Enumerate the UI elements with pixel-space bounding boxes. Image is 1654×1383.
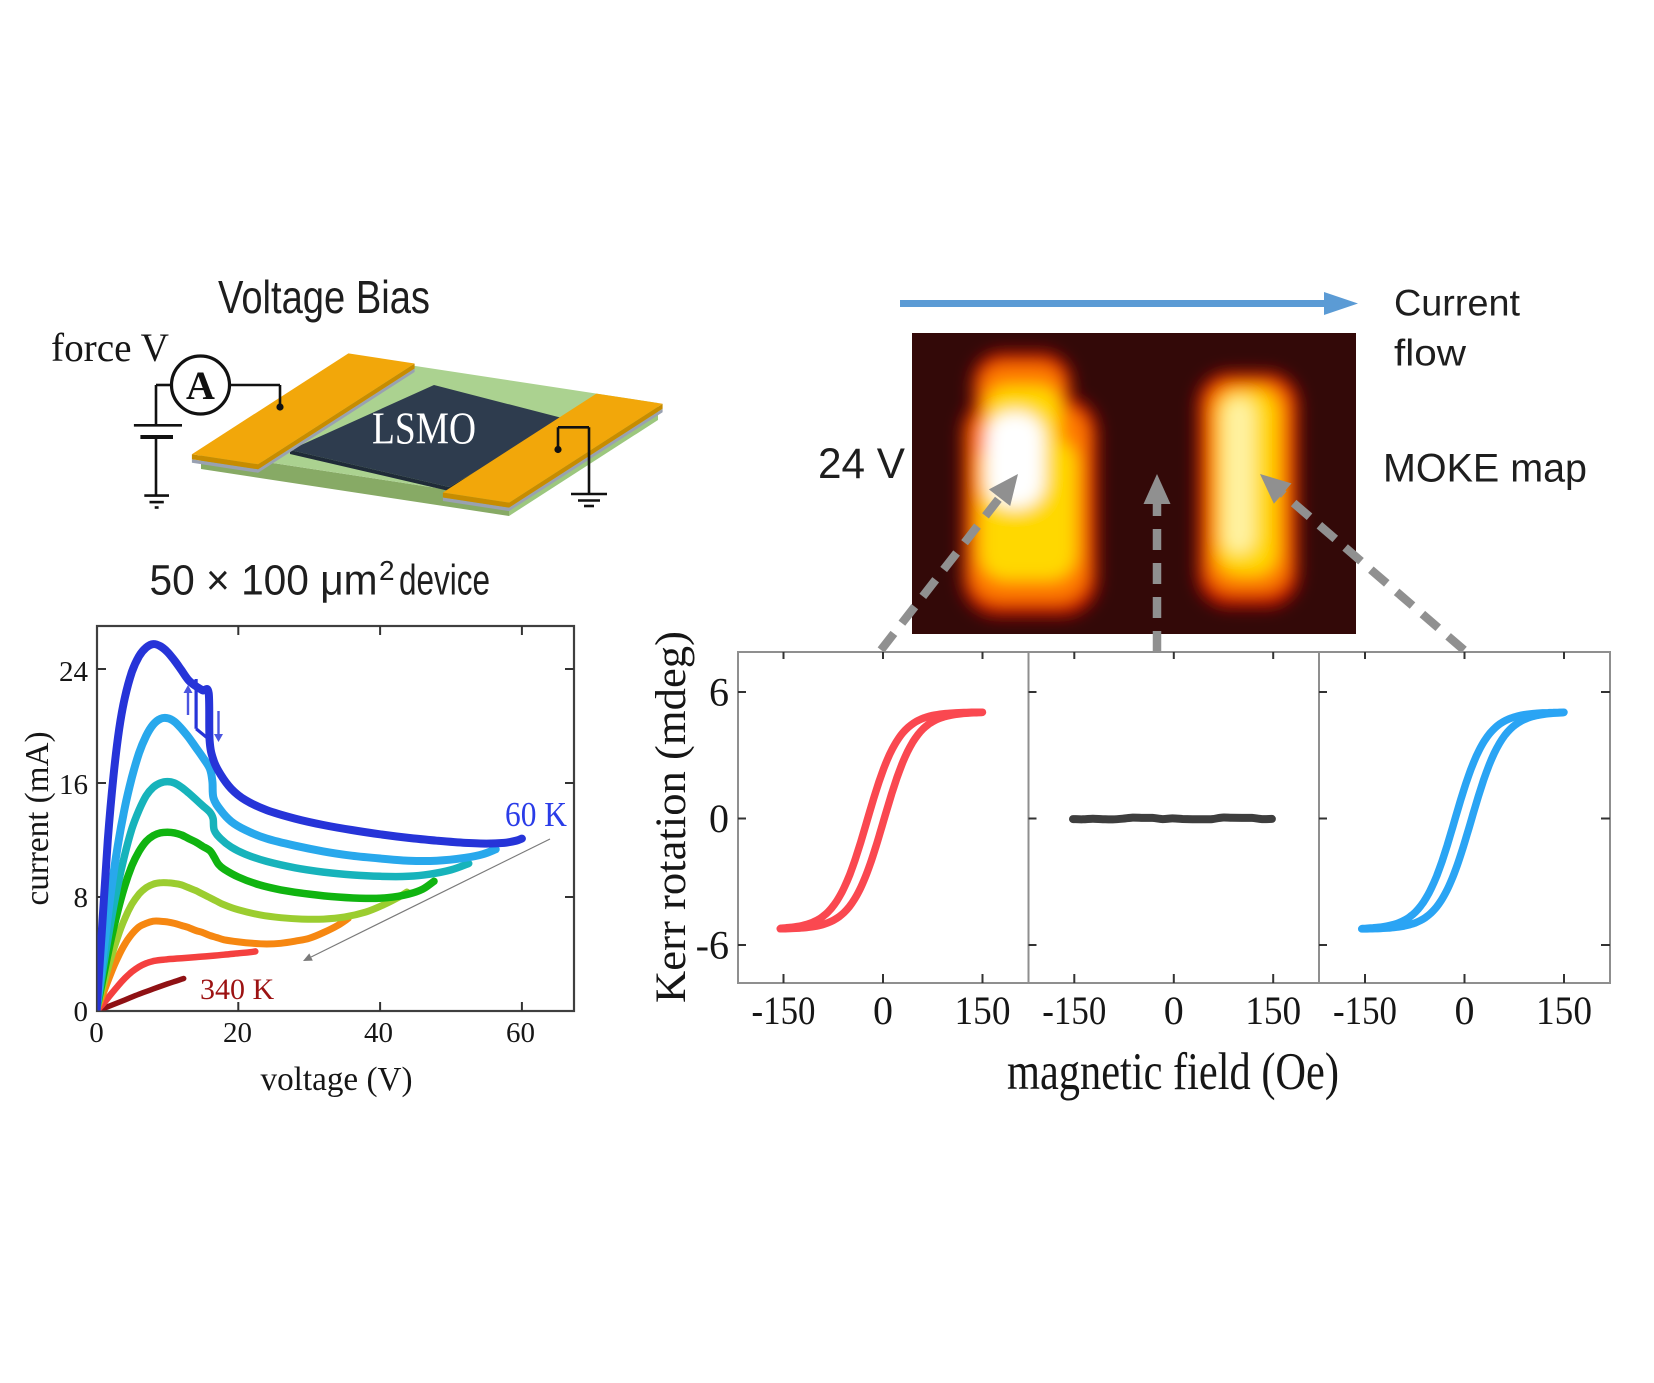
svg-text:150: 150 bbox=[1245, 988, 1301, 1033]
svg-text:-150: -150 bbox=[1042, 988, 1106, 1033]
svg-text:-150: -150 bbox=[1333, 988, 1397, 1033]
svg-text:Current: Current bbox=[1394, 283, 1521, 324]
svg-text:50 × 100 μm: 50 × 100 μm bbox=[150, 557, 378, 605]
svg-text:flow: flow bbox=[1394, 333, 1466, 374]
svg-text:0: 0 bbox=[1455, 988, 1475, 1033]
svg-text:0: 0 bbox=[1164, 988, 1184, 1033]
svg-text:340 K: 340 K bbox=[200, 973, 275, 1006]
svg-text:current (mA): current (mA) bbox=[19, 732, 56, 906]
svg-text:0: 0 bbox=[89, 1017, 104, 1049]
svg-text:20: 20 bbox=[223, 1017, 252, 1049]
svg-text:40: 40 bbox=[364, 1017, 393, 1049]
svg-text:magnetic field (Oe): magnetic field (Oe) bbox=[1007, 1043, 1339, 1101]
svg-text:0: 0 bbox=[873, 988, 893, 1033]
svg-text:8: 8 bbox=[74, 882, 89, 914]
svg-text:-150: -150 bbox=[752, 988, 816, 1033]
svg-text:2: 2 bbox=[379, 555, 395, 586]
svg-text:-6: -6 bbox=[696, 923, 729, 968]
svg-text:device: device bbox=[399, 557, 490, 605]
svg-text:24 V: 24 V bbox=[818, 440, 905, 488]
svg-text:0: 0 bbox=[709, 796, 729, 841]
svg-text:Kerr rotation (mdeg): Kerr rotation (mdeg) bbox=[648, 631, 695, 1003]
svg-text:0: 0 bbox=[74, 996, 89, 1028]
svg-text:MOKE map: MOKE map bbox=[1383, 447, 1587, 491]
svg-text:voltage (V): voltage (V) bbox=[261, 1061, 413, 1098]
svg-text:force V: force V bbox=[51, 325, 169, 370]
svg-text:LSMO: LSMO bbox=[372, 404, 476, 454]
svg-text:60: 60 bbox=[506, 1017, 535, 1049]
svg-text:Voltage Bias: Voltage Bias bbox=[218, 271, 430, 323]
svg-text:24: 24 bbox=[59, 656, 89, 688]
svg-text:A: A bbox=[186, 363, 215, 408]
svg-text:16: 16 bbox=[59, 769, 88, 801]
svg-text:6: 6 bbox=[709, 670, 729, 715]
svg-text:150: 150 bbox=[1536, 988, 1592, 1033]
svg-text:60 K: 60 K bbox=[505, 795, 567, 834]
svg-text:150: 150 bbox=[955, 988, 1011, 1033]
